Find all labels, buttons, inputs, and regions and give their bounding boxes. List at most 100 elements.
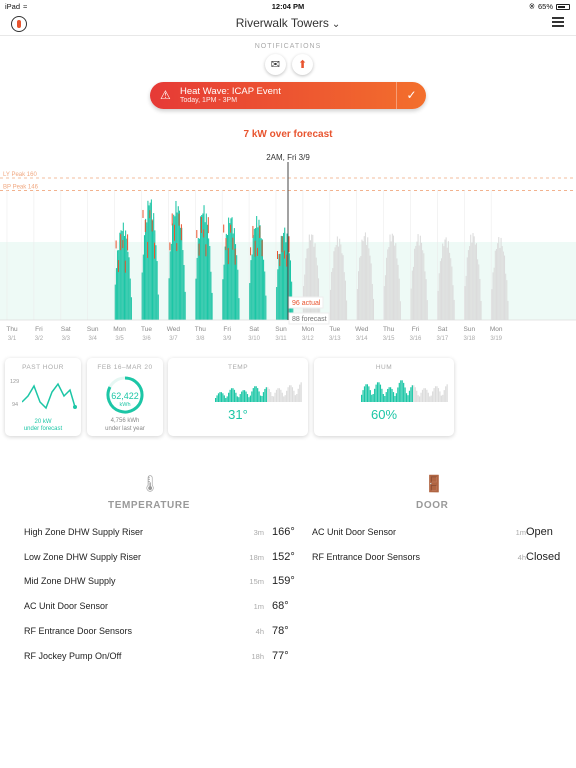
- card-footer-text: under forecast: [23, 426, 63, 432]
- period-value: 62,422: [111, 391, 139, 401]
- forecast-bar: [446, 247, 448, 320]
- forecast-bar: [422, 250, 424, 320]
- sparkline-bar: [249, 395, 251, 402]
- x-tick-day: Tue: [141, 326, 152, 333]
- actual-bar: [145, 218, 147, 320]
- menu-list-icon[interactable]: [552, 17, 564, 29]
- sparkline-bar: [379, 384, 382, 402]
- forecast-bar: [470, 234, 472, 320]
- past-hour-card[interactable]: PAST HOUR 129 94 20 kW under forecast: [5, 358, 81, 436]
- forecast-bar: [331, 271, 333, 320]
- status-left: iPad ≈: [5, 2, 27, 11]
- actual-bar: [288, 253, 290, 320]
- sparkline-bar: [408, 390, 411, 402]
- sparkline-bar: [255, 386, 257, 402]
- period-card[interactable]: FEB 16–MAR 20 62,422 kWh 4,756 kWh under…: [87, 358, 163, 436]
- load-chart[interactable]: LY Peak 160 BP Peak 146 2AM, Fri 3/9 96 act…: [0, 150, 576, 350]
- status-right: ※ 65%: [529, 2, 570, 11]
- actual-bar: [237, 269, 239, 320]
- chevron-down-icon: ⌄: [331, 19, 341, 30]
- actual-bar: [256, 216, 258, 320]
- sensor-value: Open: [526, 526, 553, 538]
- alert-banner[interactable]: ⚠ Heat Wave: ICAP Event Today, 1PM - 3PM…: [150, 82, 426, 109]
- sensor-name: AC Unit Door Sensor: [312, 527, 397, 537]
- sparkline-bar: [429, 396, 431, 402]
- forecast-bar: [312, 234, 314, 320]
- mail-icon[interactable]: ✉: [265, 54, 286, 75]
- battery-icon: [556, 3, 570, 10]
- door-icon: 🚪: [424, 476, 444, 493]
- over-forecast-mark: [174, 224, 175, 241]
- sparkline-bar: [388, 387, 390, 402]
- card-title: FEB 16–MAR 20: [97, 364, 153, 371]
- card-title: HUM: [375, 364, 393, 371]
- actual-bar: [250, 260, 252, 320]
- actual-bar: [222, 279, 224, 320]
- sparkline-bar: [398, 382, 400, 402]
- past-hour-sparkline: [22, 382, 77, 410]
- app-logo-icon[interactable]: [11, 16, 27, 32]
- sensor-value: 77°: [272, 649, 289, 662]
- x-tick-day: Fri: [223, 326, 231, 333]
- sensor-name: Low Zone DHW Supply Riser: [24, 551, 142, 562]
- reference-label: BP Peak 146: [3, 184, 39, 190]
- forecast-bar: [383, 286, 385, 320]
- device-label: iPad: [5, 2, 21, 11]
- sensor-row[interactable]: Mid Zone DHW Supply 15m 159°: [24, 575, 295, 590]
- checkmark-icon[interactable]: ✓: [396, 82, 426, 109]
- temp-card[interactable]: TEMP 31°: [168, 358, 308, 436]
- sparkline-bar: [262, 392, 265, 402]
- over-forecast-mark: [261, 240, 263, 257]
- sparkline-bar: [215, 398, 217, 402]
- actual-bar: [170, 243, 172, 320]
- sensor-row[interactable]: AC Unit Door Sensor 1m Open: [312, 526, 576, 541]
- card-footer-value: 20 kW: [34, 419, 52, 425]
- forecast-bar: [473, 236, 475, 320]
- actual-bar: [265, 295, 267, 320]
- actual-bar: [280, 235, 282, 320]
- forecast-bar: [438, 273, 440, 320]
- actual-bar: [127, 251, 129, 320]
- actual-bar: [204, 222, 206, 320]
- forecast-bar: [465, 275, 467, 320]
- temp-value: 31°: [228, 407, 248, 422]
- sensor-row[interactable]: RF Jockey Pump On/Off 18h 77°: [24, 649, 294, 665]
- actual-bar: [286, 233, 288, 320]
- forecast-bar: [412, 266, 414, 320]
- sparkline-bar: [391, 388, 393, 402]
- hum-card[interactable]: HUM 60%: [314, 358, 454, 436]
- sparkline-bar: [374, 388, 376, 402]
- x-tick-day: Sun: [464, 326, 476, 333]
- x-tick-date: 3/14: [356, 336, 368, 342]
- sensor-row[interactable]: Low Zone DHW Supply Riser 18m 152°: [24, 551, 295, 566]
- forecast-bar: [314, 243, 316, 320]
- over-forecast-mark: [286, 254, 288, 267]
- actual-bar: [258, 219, 260, 320]
- sensor-value: 159°: [272, 575, 295, 588]
- sensor-row[interactable]: High Zone DHW Supply Riser 3m 166°: [24, 526, 295, 541]
- actual-bar: [195, 278, 197, 320]
- bolt-icon[interactable]: ⬆: [292, 54, 313, 75]
- forecast-bar: [305, 258, 307, 320]
- actual-bar: [129, 278, 131, 320]
- over-forecast-mark: [207, 217, 209, 234]
- actual-bar: [278, 254, 280, 320]
- actual-bar: [184, 291, 186, 320]
- forecast-bar: [398, 278, 400, 320]
- sensor-row[interactable]: RF Entrance Door Sensors 4h 78°: [24, 625, 294, 640]
- sparkline-bar: [401, 380, 403, 402]
- sensor-row[interactable]: RF Entrance Door Sensors 4h Closed: [312, 551, 576, 566]
- over-forecast-mark: [124, 260, 126, 273]
- status-time: 12:04 PM: [271, 2, 305, 11]
- sensor-value: 166°: [272, 526, 295, 538]
- sparkline-bar: [421, 389, 424, 402]
- building-selector[interactable]: Riverwalk Towers ⌄: [0, 16, 576, 30]
- x-tick-day: Wed: [167, 326, 181, 333]
- sensor-row[interactable]: AC Unit Door Sensor 1m 68°: [24, 600, 294, 615]
- over-forecast-mark: [288, 236, 290, 253]
- actual-bar: [255, 228, 257, 320]
- actual-bar: [236, 255, 238, 320]
- actual-bar: [210, 271, 212, 320]
- forecast-bar: [392, 235, 394, 320]
- actual-bar: [261, 239, 263, 320]
